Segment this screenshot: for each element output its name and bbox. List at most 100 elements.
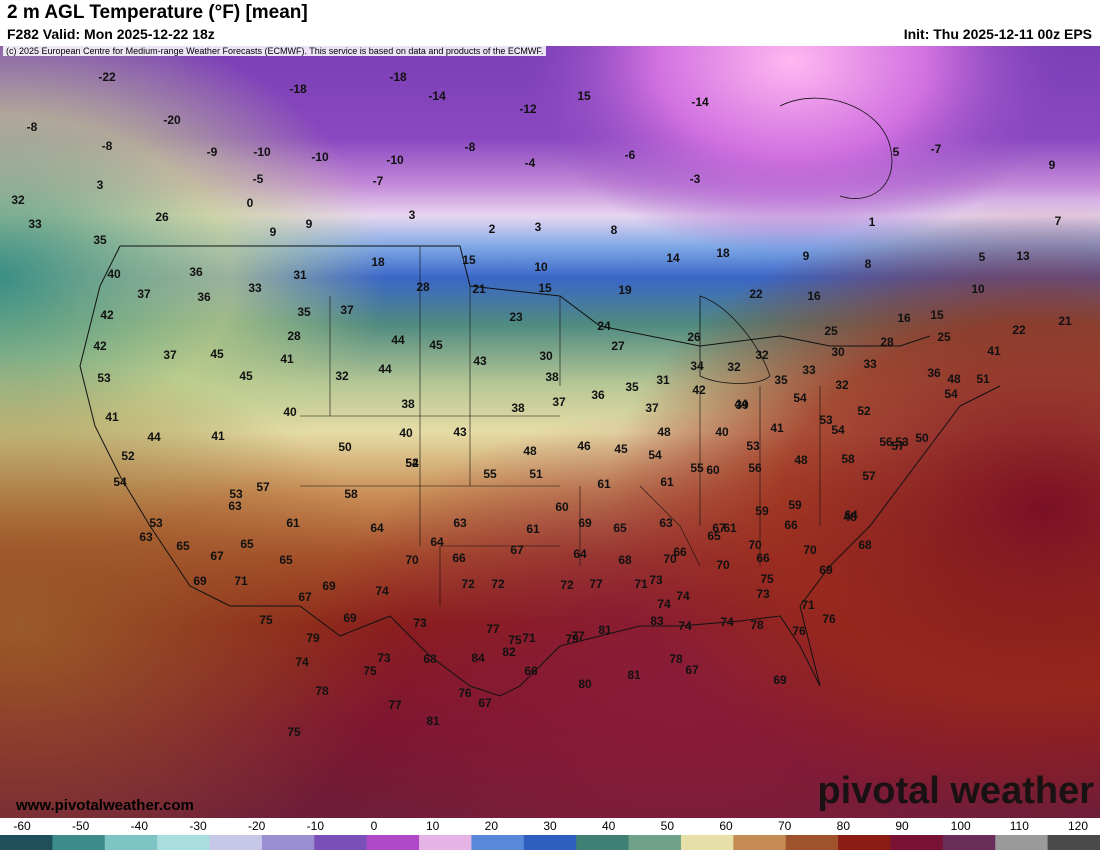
temperature-label: 28: [416, 280, 430, 294]
temperature-label: 28: [880, 335, 894, 349]
map-borders: [79, 97, 1001, 697]
temperature-label: 63: [659, 516, 673, 530]
temperature-label: 41: [770, 421, 784, 435]
colorbar-swatch: [314, 835, 368, 850]
temperature-label: 76: [822, 612, 836, 626]
temperature-label: 83: [650, 614, 664, 628]
temperature-label: 18: [716, 246, 730, 260]
temperature-label: 42: [692, 383, 706, 397]
temperature-label: 31: [293, 268, 307, 282]
temperature-label: 75: [508, 633, 522, 647]
temperature-label: 61: [723, 521, 737, 535]
temperature-label: 71: [801, 598, 815, 612]
temperature-label: -9: [207, 145, 218, 159]
temperature-label: 68: [423, 652, 437, 666]
temperature-label: 8: [865, 257, 872, 271]
temperature-label: 40: [107, 267, 121, 281]
temperature-label: 77: [589, 577, 603, 591]
temperature-label: 58: [841, 452, 855, 466]
temperature-label: 57: [256, 480, 270, 494]
temperature-label: 44: [378, 362, 392, 376]
temperature-label: 44: [147, 430, 161, 444]
temperature-label: 53: [895, 435, 909, 449]
temperature-label: 57: [862, 469, 876, 483]
temperature-label: 78: [750, 618, 764, 632]
temperature-label: -10: [386, 153, 404, 167]
temperature-label: 81: [627, 668, 641, 682]
temperature-label: 36: [927, 366, 941, 380]
temperature-label: 48: [523, 444, 537, 458]
temperature-label: 33: [863, 357, 877, 371]
temperature-label: 38: [545, 370, 559, 384]
temperature-label: 32: [335, 369, 349, 383]
temperature-label: 75: [760, 572, 774, 586]
temperature-label: 10: [534, 260, 548, 274]
colorbar-swatch: [942, 835, 996, 850]
temperature-label: 54: [793, 391, 807, 405]
temperature-label: 32: [755, 348, 769, 362]
temperature-label: 61: [526, 522, 540, 536]
temperature-label: 41: [105, 410, 119, 424]
temperature-label: 3: [535, 220, 542, 234]
colorbar-tick-label: 30: [543, 819, 557, 833]
website-link[interactable]: www.pivotalweather.com: [16, 797, 194, 814]
temperature-label: 70: [716, 558, 730, 572]
temperature-label: 48: [947, 372, 961, 386]
temperature-label: 75: [259, 613, 273, 627]
temperature-label: 74: [657, 597, 671, 611]
temperature-label: 65: [240, 537, 254, 551]
temperature-label: -18: [389, 70, 407, 84]
temperature-label: 14: [666, 251, 680, 265]
map-header: 2 m AGL Temperature (°F) [mean] F282 Val…: [0, 0, 1100, 46]
temperature-label: 59: [788, 498, 802, 512]
colorbar-swatch: [157, 835, 211, 850]
temperature-label: 55: [483, 467, 497, 481]
temperature-label: 64: [370, 521, 384, 535]
temperature-label: 37: [137, 287, 151, 301]
temperature-label: 25: [824, 324, 838, 338]
colorbar-swatch: [680, 835, 734, 850]
us-canada-border: [120, 245, 931, 347]
great-lakes-outline: [699, 295, 771, 384]
temperature-label: 15: [577, 89, 591, 103]
temperature-label: 73: [756, 587, 770, 601]
temperature-label: -22: [98, 70, 116, 84]
colorbar-ticks: -60 -50 -40 -30 -20 -10 0 10 20 30 40 50 60 70 80 90 100…: [0, 818, 1100, 835]
temperature-label: 60: [706, 463, 720, 477]
temperature-label: 65: [176, 539, 190, 553]
us-west-coast: [79, 245, 231, 607]
colorbar-swatch: [419, 835, 472, 850]
colorbar-tick-label: 110: [1009, 819, 1029, 833]
temperature-label: 36: [189, 265, 203, 279]
temperature-label: 10: [971, 282, 985, 296]
colorbar-tick-label: 50: [660, 819, 675, 833]
colorbar-tick-label: -50: [71, 819, 90, 833]
temperature-label: -10: [253, 145, 271, 159]
temperature-label: 0: [247, 196, 254, 210]
temperature-label: 64: [430, 535, 444, 549]
temperature-label: 64: [844, 508, 858, 522]
temperature-label: 52: [405, 456, 419, 470]
temperature-label: -14: [691, 95, 709, 109]
temperature-label: 74: [676, 589, 690, 603]
temperature-label: 22: [1012, 323, 1026, 337]
temperature-label: 25: [937, 330, 951, 344]
temperature-label: 69: [343, 611, 357, 625]
temperature-label: 69: [322, 579, 336, 593]
temperature-label: 51: [529, 467, 543, 481]
temperature-label: 22: [749, 287, 763, 301]
colorbar-tick-label: -40: [130, 819, 148, 833]
temperature-label: 58: [344, 487, 358, 501]
temperature-label: 63: [228, 499, 242, 513]
temperature-label: 21: [472, 282, 486, 296]
temperature-label: -3: [690, 172, 701, 186]
temperature-label: 34: [690, 359, 704, 373]
temperature-label: 27: [611, 339, 625, 353]
temperature-map[interactable]: -22 -18 -14 15 -14 -18 -12 -8 -20 -8 -9 -10 -10 -10 -8…: [0, 46, 1100, 818]
temperature-label: -4: [525, 156, 536, 170]
colorbar-tick-label: 20: [484, 819, 499, 833]
temperature-label: 46: [577, 439, 591, 453]
temperature-label: 70: [405, 553, 419, 567]
temperature-label: 76: [792, 624, 806, 638]
temperature-label: 64: [573, 547, 587, 561]
